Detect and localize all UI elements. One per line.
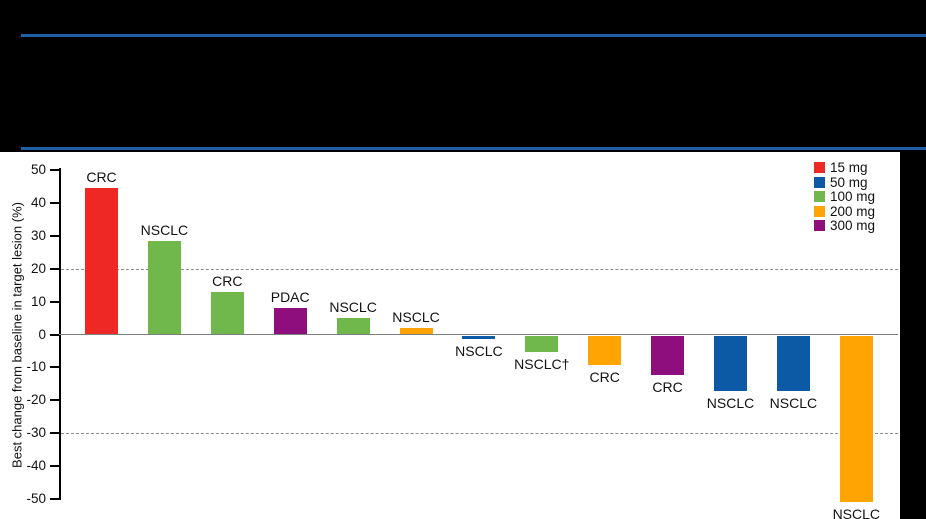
legend-swatch [814,162,825,173]
bar-nsclc [525,335,559,352]
header-rule-bottom [21,147,926,150]
bar-label: NSCLC [832,505,881,519]
bar-nsclc [714,335,747,392]
y-axis-tick-label: -40 [26,458,46,474]
y-axis-tick-label: 10 [30,293,46,309]
bar-label: NSCLC [769,395,818,412]
bar-crc [85,188,118,335]
legend-item: 200 mg [814,203,876,219]
bar-nsclc [776,335,810,392]
legend-item: 15 mg [814,160,875,175]
y-axis-tick-label: 0 [38,326,46,342]
legend-item: 50 mg [814,174,875,190]
waterfall-chart: Best change from baseline in target lesi… [0,152,900,519]
zero-line [59,333,898,336]
bar-label: NSCLC [329,299,377,316]
bar-label: CRC [652,378,683,395]
y-axis-tick [50,169,59,171]
legend-item: 100 mg [814,189,876,204]
legend-swatch [814,191,825,202]
bar-nsclc [839,335,873,502]
y-axis-tick-label: -30 [26,425,46,441]
legend-swatch [814,220,825,231]
y-axis-tick-label: -50 [26,491,46,506]
bar-nsclc [147,240,181,335]
bar-nsclc [336,318,370,335]
y-axis-tick [50,399,59,402]
y-axis-tick-label: -20 [26,392,46,408]
legend-swatch [814,205,825,217]
legend-label: 100 mg [830,189,876,204]
bar-crc [651,335,685,375]
bar-crc [588,335,622,366]
y-axis-tick [50,300,59,303]
reference-line [61,268,898,270]
bar-label: NSCLC [392,308,440,325]
y-axis-tick [50,267,59,270]
y-axis-tick-label: 50 [30,162,46,177]
bar-label: CRC [86,169,117,186]
bar-label: CRC [212,272,243,289]
bar-label: PDAC [270,289,310,306]
legend-swatch [814,176,825,188]
legend-label: 15 mg [830,160,868,175]
y-axis-tick-label: 30 [30,227,46,243]
plot-area: 50 40 30 20 10 0 -10 -20 -30 -40 -50 CRC NSCLC CRC PDA… [0,152,900,519]
y-axis-tick [50,465,59,468]
header-rule-top [21,34,926,37]
reference-line [61,433,898,435]
y-axis-tick [50,201,59,204]
legend-item: 300 mg [814,218,876,233]
y-axis-tick-label: 40 [30,194,46,210]
y-axis-tick-label: -10 [26,359,46,375]
bar-nsclc [399,327,433,335]
bar-crc [210,291,244,335]
legend-label: 50 mg [830,174,868,190]
y-axis-tick [50,333,59,336]
bar-label: NSCLC† [514,355,570,372]
y-axis-tick [50,234,59,237]
bar-label: NSCLC [455,342,503,359]
y-axis-tick [50,498,59,500]
legend: 15 mg 50 mg 100 mg 200 mg 300 mg [814,160,876,233]
bar-label: NSCLC [140,221,189,238]
bar-label: NSCLC [706,395,755,412]
bar-label: CRC [589,369,620,386]
bar-nsclc [462,335,496,339]
legend-label: 200 mg [830,203,876,219]
legend-label: 300 mg [830,218,876,233]
y-axis-tick [50,432,59,435]
bar-pdac [273,308,307,335]
y-axis-tick-label: 20 [30,260,46,276]
y-axis-tick [50,366,59,369]
